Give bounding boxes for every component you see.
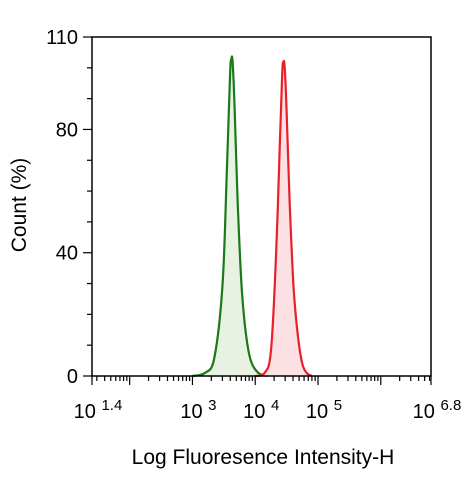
x-tick-labels: 10 1.4 10 3 10 4 10 5 10 6.8 bbox=[74, 397, 462, 423]
x-tick-label: 10 1.4 bbox=[74, 397, 123, 423]
series-green-fill bbox=[192, 56, 268, 376]
x-axis-title: Log Fluoresence Intensity-H bbox=[132, 446, 395, 469]
series-red-fill bbox=[255, 60, 312, 377]
y-tick-labels: 0 40 80 110 bbox=[46, 27, 78, 388]
y-ticks bbox=[83, 36, 92, 377]
axes-layer bbox=[91, 36, 432, 377]
x-tick-label: 10 6.8 bbox=[413, 397, 462, 423]
series-green-line bbox=[192, 55, 269, 378]
y-tick-label: 40 bbox=[56, 243, 78, 265]
x-tick-label: 10 5 bbox=[306, 397, 342, 423]
series-red-line bbox=[254, 59, 313, 378]
x-ticks bbox=[91, 376, 432, 385]
y-tick-label: 80 bbox=[56, 119, 78, 141]
series-layer bbox=[192, 55, 313, 378]
y-tick-label: 0 bbox=[67, 366, 78, 388]
x-tick-label: 10 4 bbox=[243, 397, 279, 423]
y-axis-title: Count (%) bbox=[8, 158, 31, 253]
x-tick-label: 10 3 bbox=[180, 397, 216, 423]
y-tick-label: 110 bbox=[46, 27, 78, 49]
plot-frame bbox=[91, 36, 432, 377]
